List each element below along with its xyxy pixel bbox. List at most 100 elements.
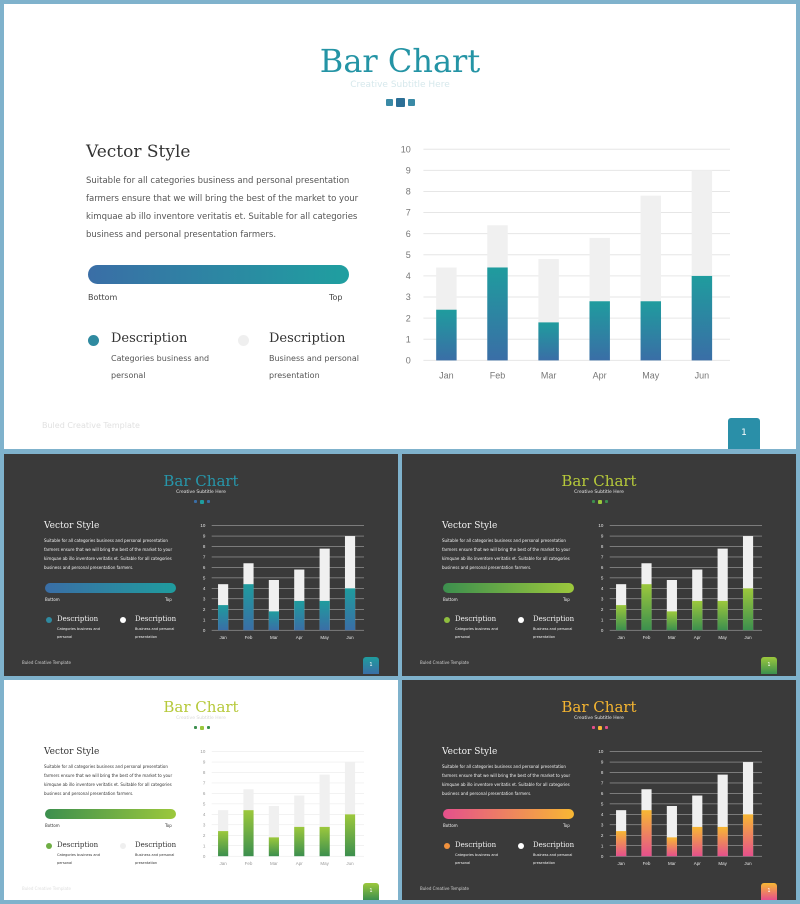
text-line: personal: [455, 635, 471, 639]
y-tick-label: 0: [203, 628, 206, 633]
bar-value-mar: [666, 837, 677, 857]
bar-value-jan: [616, 605, 627, 631]
slide-thumb-blue-dark: Bar Chart Creative Subtitle Here Vector …: [4, 454, 398, 676]
top-label: Top: [165, 823, 172, 828]
y-tick-label: 2: [601, 833, 604, 838]
slide-title: Bar Chart: [561, 698, 637, 716]
text-line: Categories business and: [57, 627, 100, 631]
slide-subtitle: Creative Subtitle Here: [574, 490, 624, 495]
bar-background-jun: [344, 762, 356, 857]
bar-value-mar: [538, 322, 559, 361]
text-line: Suitable for all categories business and…: [442, 764, 566, 769]
section-heading: Vector Style: [86, 142, 191, 162]
footer-text: Buled Creative Template: [420, 660, 469, 665]
gradient-bar: [45, 583, 176, 593]
x-tick-label: May: [718, 635, 727, 640]
text-line: personal: [455, 861, 471, 865]
text-line: presentation: [533, 861, 556, 865]
decor-dots: [592, 726, 608, 730]
y-tick-label: 7: [203, 555, 206, 560]
y-tick-label: 6: [406, 229, 411, 239]
text-line: Categories business and: [455, 627, 498, 631]
y-tick-label: 6: [601, 791, 604, 796]
bar-background-apr: [692, 569, 703, 631]
footer-text: Buled Creative Template: [420, 886, 469, 891]
y-tick-label: 4: [203, 586, 206, 591]
text-line: Suitable for all categories business and…: [44, 764, 168, 769]
bar-value-jan: [616, 831, 627, 857]
y-tick-label: 3: [601, 822, 604, 827]
bar-value-jun: [344, 814, 356, 857]
bar-value-mar: [268, 837, 279, 857]
x-tick-label: Jun: [346, 635, 354, 640]
text-line: Categories business and: [57, 853, 100, 857]
top-label: Top: [165, 597, 172, 602]
legend-dot-secondary: [238, 335, 249, 346]
description-2-title: Description: [135, 841, 177, 849]
page-number: 1: [728, 418, 760, 449]
bar-value-jun: [691, 275, 713, 361]
legend-dot-secondary: [518, 843, 524, 849]
bottom-label: Bottom: [45, 597, 60, 602]
bar-chart: 0 1 2 3 4 5 6 7 8 9 10 Jan Feb Mar Apr May Jun: [598, 748, 762, 867]
bar-background-jun: [742, 762, 754, 857]
description-2-text: Business and personal presentation: [135, 851, 174, 867]
slide-subtitle: Creative Subtitle Here: [176, 490, 226, 495]
slide-title: Bar Chart: [319, 42, 481, 80]
bar-value-apr: [294, 826, 305, 857]
y-tick-label: 0: [203, 854, 206, 859]
bar-background-apr: [294, 569, 305, 631]
description-2-text: Business and personal presentation: [269, 350, 359, 384]
y-tick-label: 10: [200, 749, 206, 754]
text-line: farmers ensure that we will bring the be…: [442, 547, 571, 552]
y-tick-label: 7: [601, 781, 604, 786]
text-line: Business and personal: [533, 627, 573, 631]
top-label: Top: [329, 293, 343, 302]
x-tick-label: Jan: [617, 635, 625, 640]
x-tick-label: Apr: [694, 861, 702, 866]
y-tick-label: 3: [203, 822, 206, 827]
y-tick-label: 2: [406, 313, 411, 323]
section-heading: Vector Style: [442, 747, 498, 757]
bar-value-feb: [641, 584, 652, 631]
description-2-title: Description: [135, 615, 177, 623]
bar-value-jun: [344, 588, 356, 631]
bar-background-may: [717, 774, 728, 857]
bar-value-jun: [742, 814, 754, 857]
bar-value-jan: [436, 309, 457, 361]
y-tick-label: 2: [203, 833, 206, 838]
text-line: Business and personal: [269, 354, 359, 363]
x-tick-label: Jan: [219, 635, 227, 640]
legend-dot-primary: [46, 843, 52, 849]
text-line: business and personal presentation farme…: [442, 565, 532, 570]
bar-value-jan: [218, 605, 229, 631]
bar-background-jun: [742, 536, 754, 631]
y-tick-label: 0: [601, 854, 604, 859]
y-tick-label: 0: [601, 628, 604, 633]
text-line: Suitable for all categories business and…: [442, 538, 566, 543]
y-tick-label: 3: [203, 596, 206, 601]
text-line: farmers ensure that we will bring the be…: [86, 194, 359, 204]
description-2-text: Business and personal presentation: [533, 625, 572, 641]
text-line: farmers ensure that we will bring the be…: [442, 773, 571, 778]
bar-background-jun: [344, 536, 356, 631]
x-tick-label: Mar: [668, 861, 676, 866]
y-tick-label: 9: [601, 534, 604, 539]
description-1-text: Categories business and personal: [57, 625, 100, 641]
legend-dot-primary: [444, 843, 450, 849]
description-1-title: Description: [455, 615, 497, 623]
bar-background-may: [717, 548, 728, 631]
description-1-text: Categories business and personal: [455, 851, 498, 867]
text-line: Business and personal: [533, 853, 573, 857]
bar-value-may: [717, 826, 728, 857]
x-tick-label: May: [320, 635, 329, 640]
text-line: Suitable for all categories business and…: [44, 538, 168, 543]
description-1-title: Description: [111, 331, 188, 346]
x-tick-label: Mar: [270, 635, 278, 640]
bar-value-mar: [666, 611, 677, 631]
text-line: business and personal presentation farme…: [44, 565, 134, 570]
x-tick-label: Jun: [695, 370, 710, 380]
description-1-title: Description: [455, 841, 497, 849]
description-1-text: Categories business and personal: [111, 350, 209, 384]
y-tick-label: 5: [203, 801, 206, 806]
